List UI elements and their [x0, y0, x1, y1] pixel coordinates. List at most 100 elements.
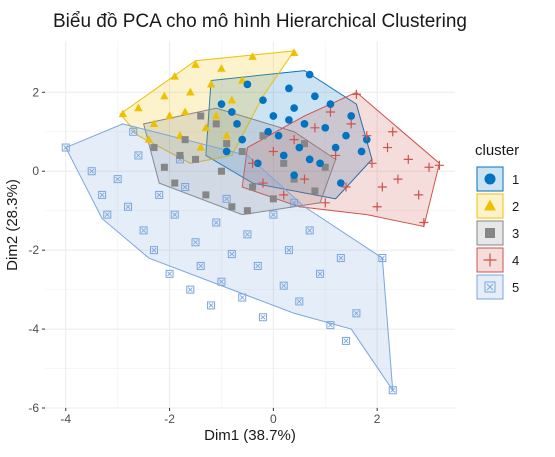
cluster-4-point: [299, 174, 310, 184]
legend: cluster 1 2 3 4 5: [475, 142, 519, 300]
cluster-5-point: [134, 151, 143, 160]
y-axis-title: Dim2 (28.3%): [4, 179, 21, 271]
cluster-2-point: [196, 142, 205, 151]
cluster-1-point: [336, 179, 345, 187]
cluster-1-point: [285, 84, 293, 93]
cluster-1-point: [342, 131, 350, 140]
legend-key-2: [476, 193, 504, 219]
cluster-3-point: [311, 187, 319, 195]
cluster-5-point: [129, 127, 138, 136]
cluster-5-point: [290, 198, 299, 207]
cluster-2-point: [191, 60, 200, 68]
cluster-1-point: [321, 123, 330, 132]
cluster-4-point: [362, 131, 372, 141]
cluster-2-point: [217, 64, 226, 72]
cluster-4-point: [377, 182, 387, 192]
cluster-5-point: [181, 183, 190, 192]
cluster-5-point: [388, 386, 397, 395]
cluster-2-point: [186, 87, 195, 96]
cluster-2-point: [165, 111, 174, 120]
cluster-3-point: [150, 144, 158, 152]
cluster-1-point: [264, 127, 273, 136]
cluster-1-point: [217, 100, 226, 108]
cluster-5-point: [149, 246, 158, 255]
legend-label-3: 3: [512, 226, 519, 241]
cluster-3-point: [249, 183, 257, 191]
legend-label-1: 1: [512, 172, 519, 187]
y-tick-label: -4: [28, 322, 39, 336]
cluster-3-point: [228, 203, 236, 211]
cluster-3-point: [202, 191, 210, 199]
cluster-5-point: [217, 277, 226, 286]
cluster-1-point: [311, 92, 319, 101]
cluster-4-point: [331, 150, 341, 160]
cluster-4-point: [289, 135, 299, 145]
cluster-1-point: [253, 159, 262, 168]
cluster-3-point: [176, 151, 184, 159]
legend-marker-5: [484, 281, 496, 293]
cluster-5-point: [124, 202, 133, 211]
cluster-2-point: [160, 91, 169, 100]
cluster-5-point: [243, 230, 252, 239]
legend-marker-3: [485, 228, 495, 238]
cluster-5-point: [207, 301, 216, 310]
cluster-5-point: [342, 336, 351, 345]
cluster-2-point: [206, 79, 216, 88]
cluster-1-point: [326, 100, 335, 108]
cluster-2-point: [227, 95, 237, 104]
cluster-5-point: [238, 293, 247, 302]
cluster-4-point: [325, 107, 335, 117]
cluster-2-point: [222, 131, 231, 139]
legend-label-4: 4: [512, 253, 519, 268]
cluster-5-point: [103, 210, 112, 219]
cluster-5-point: [186, 285, 195, 294]
cluster-1-point: [300, 120, 309, 128]
cluster-1-point: [238, 135, 247, 144]
cluster-1-point: [316, 159, 324, 168]
cluster-1-point: [331, 143, 340, 152]
cluster-2-point: [180, 107, 190, 116]
cluster-2-point: [149, 119, 159, 128]
legend-marker-2: [484, 199, 496, 211]
cluster-1-point: [233, 120, 241, 128]
x-tick-label: -4: [60, 412, 71, 426]
cluster-5-point: [139, 226, 148, 235]
cluster-2-point: [118, 109, 128, 118]
cluster-5-point: [155, 190, 164, 199]
legend-marker-1: [484, 173, 496, 185]
cluster-3-point: [300, 140, 308, 148]
cluster-2-point: [134, 103, 143, 112]
cluster-4-point: [310, 123, 320, 133]
y-tick-label: -2: [28, 243, 39, 257]
cluster-2-point: [238, 75, 247, 84]
legend-marker-4: [483, 253, 497, 267]
cluster-4-point: [388, 127, 398, 137]
cluster-2-point: [170, 71, 179, 80]
cluster-1-point: [347, 112, 356, 120]
cluster-4-point: [414, 190, 424, 200]
chart-title: Biểu đồ PCA cho mô hình Hierarchical Clu…: [53, 11, 467, 32]
y-tick-label: 0: [32, 164, 39, 178]
y-tick-label: 2: [32, 85, 39, 99]
cluster-5-point: [305, 226, 314, 235]
cluster-5-point: [378, 254, 387, 263]
cluster-1-point: [290, 171, 298, 180]
cluster-3-point: [160, 163, 168, 171]
legend-label-2: 2: [512, 199, 519, 214]
cluster-5-point: [87, 167, 96, 176]
cluster-4-point: [424, 162, 434, 172]
cluster-5-point: [191, 238, 200, 247]
cluster-5-point: [61, 143, 70, 152]
cluster-5-point: [336, 254, 345, 263]
cluster-4-point: [403, 154, 413, 164]
cluster-4-point: [346, 119, 356, 129]
x-axis-title: Dim1 (38.7%): [204, 427, 296, 444]
cluster-4-point: [320, 198, 330, 208]
cluster-1-point: [305, 70, 314, 79]
cluster-3-point: [197, 112, 205, 120]
cluster-2-point: [212, 111, 221, 120]
cluster-4-point: [258, 178, 268, 188]
cluster-3-point: [212, 120, 220, 128]
x-tick-label: -2: [164, 412, 175, 426]
